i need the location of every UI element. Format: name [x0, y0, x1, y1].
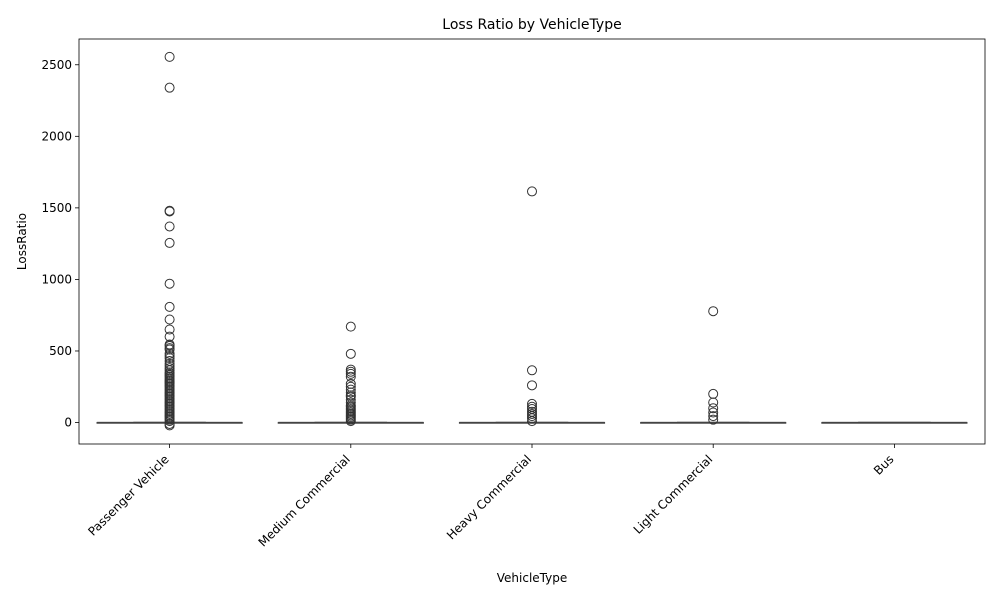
plot-area-frame	[78, 38, 986, 445]
outlier-point	[708, 306, 719, 317]
outlier-point	[708, 414, 719, 425]
outlier-point	[527, 413, 537, 424]
box-group	[458, 186, 606, 427]
outlier-point	[527, 398, 537, 409]
box-group	[277, 321, 424, 427]
outlier-point	[345, 348, 356, 359]
box-group	[821, 421, 968, 424]
outlier-point	[164, 206, 175, 217]
outlier-point	[708, 407, 719, 418]
outlier-point	[164, 301, 175, 312]
outlier-point	[164, 314, 175, 325]
y-tick-label: 500	[49, 344, 72, 358]
y-tick-label: 0	[64, 416, 72, 430]
y-tick-label: 2500	[41, 58, 72, 72]
outlier-point	[164, 416, 175, 427]
outlier-point	[164, 237, 175, 248]
outlier-point	[708, 403, 719, 414]
outlier-point	[164, 420, 175, 431]
outlier-point	[345, 384, 356, 395]
outlier-point	[527, 365, 537, 376]
outlier-point	[345, 321, 356, 332]
outlier-point	[708, 411, 719, 422]
outlier-point	[708, 397, 719, 408]
outlier-point	[345, 416, 356, 427]
outlier-point	[527, 416, 537, 427]
outlier-point	[345, 368, 356, 379]
y-tick-label: 1500	[41, 201, 72, 215]
outlier-point	[345, 371, 356, 382]
outlier-point	[164, 221, 175, 232]
y-tick-label: 1000	[41, 272, 72, 286]
box-group	[640, 306, 787, 425]
outlier-point	[164, 353, 175, 364]
outlier-point	[164, 51, 175, 62]
outlier-point	[164, 278, 175, 289]
outlier-point	[164, 82, 175, 93]
outlier-point	[345, 387, 356, 398]
outlier-point	[164, 324, 175, 335]
y-tick-label: 2000	[41, 129, 72, 143]
x-axis-title: VehicleType	[497, 571, 567, 585]
y-axis-title: LossRatio	[15, 213, 29, 270]
outlier-point	[527, 380, 537, 391]
chart-title: Loss Ratio by VehicleType	[442, 17, 621, 33]
box-group	[96, 51, 243, 431]
outlier-point	[527, 186, 537, 197]
plot-marks	[96, 51, 968, 431]
